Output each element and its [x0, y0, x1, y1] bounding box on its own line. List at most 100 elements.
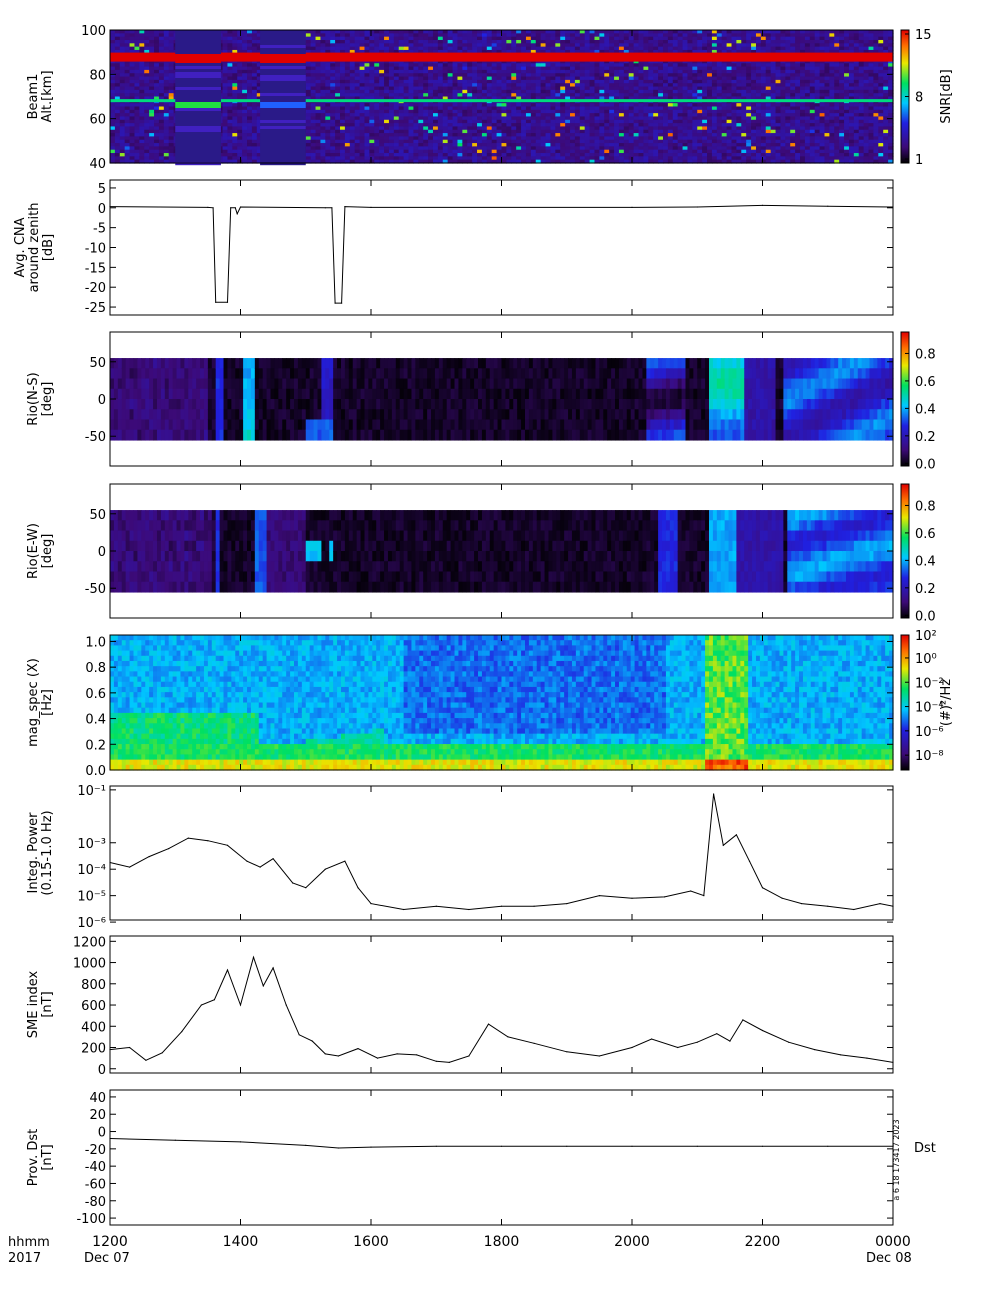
- heat-cell: [687, 129, 693, 134]
- heat-cell: [540, 126, 547, 131]
- heat-cell: [501, 83, 507, 88]
- heat-cell: [579, 86, 586, 91]
- heat-cell: [227, 93, 233, 98]
- heat-cell: [604, 146, 610, 151]
- heat-cell: [658, 146, 664, 151]
- heat-cell: [540, 46, 547, 51]
- heat-cell: [707, 43, 713, 48]
- heat-cell: [330, 46, 336, 51]
- heat-cell: [618, 133, 625, 137]
- heat-cell: [310, 116, 317, 121]
- heat-cell: [491, 86, 498, 91]
- heat-cell: [672, 46, 679, 51]
- heat-cell: [643, 159, 649, 164]
- heat-cell: [340, 39, 346, 44]
- heat-cell: [530, 83, 537, 88]
- heat-cell: [570, 89, 576, 94]
- heat-cell: [119, 143, 126, 147]
- heat-cell: [472, 149, 478, 154]
- heat-cell: [364, 126, 370, 131]
- heat-cell: [388, 46, 395, 51]
- heat-cell: [584, 156, 591, 161]
- heat-cell: [525, 46, 532, 51]
- heat-cell: [633, 113, 640, 118]
- heat-cell: [550, 149, 556, 154]
- heat-cell: [555, 129, 561, 134]
- heat-cell: [256, 149, 263, 154]
- heat-cell: [158, 46, 165, 51]
- heat-cell: [579, 83, 586, 88]
- heat-cell: [491, 69, 498, 74]
- heat-cell: [428, 139, 434, 144]
- heat-cell: [658, 113, 664, 118]
- heat-cell: [320, 109, 326, 114]
- heat-cell: [643, 30, 649, 34]
- heat-cell: [516, 113, 522, 118]
- heat-cell: [379, 63, 385, 68]
- heat-cell: [354, 113, 361, 118]
- heat-cell: [379, 136, 385, 141]
- heat-cell: [222, 143, 229, 147]
- heat-cell: [379, 73, 385, 78]
- heat-cell: [369, 146, 375, 151]
- heat-cell: [364, 89, 370, 94]
- heat-cell: [428, 133, 434, 137]
- heat-cell: [501, 89, 507, 94]
- heat-cell: [491, 76, 498, 81]
- heat-cell: [144, 123, 150, 128]
- heat-cell: [540, 89, 547, 94]
- heat-cell: [168, 49, 175, 54]
- heat-cell: [618, 129, 625, 134]
- heat-cell: [574, 93, 581, 98]
- heat-cell: [168, 30, 175, 34]
- heat-cell: [506, 146, 512, 151]
- heat-cell: [369, 83, 375, 88]
- heat-cell: [540, 113, 547, 118]
- heat-cell: [525, 63, 532, 68]
- heat-cell: [232, 106, 238, 111]
- heat-cell: [584, 103, 591, 108]
- heat-cell: [379, 143, 385, 147]
- heat-cell: [633, 76, 640, 81]
- heat-cell: [711, 126, 718, 131]
- heat-cell: [516, 109, 522, 114]
- heat-cell: [251, 43, 258, 48]
- heat-cell: [477, 119, 483, 124]
- heat-cell: [501, 136, 507, 141]
- heat-cell: [344, 49, 351, 54]
- heat-cell: [516, 126, 522, 131]
- heat-cell: [447, 43, 454, 48]
- heat-cell: [491, 43, 498, 48]
- heat-cell: [662, 146, 669, 151]
- heat-cell: [114, 153, 121, 157]
- heat-cell: [682, 159, 689, 164]
- heat-cell: [462, 119, 468, 124]
- heat-cell: [320, 103, 326, 108]
- heat-cell: [496, 66, 503, 71]
- heat-cell: [359, 43, 366, 48]
- heat-cell: [614, 126, 620, 131]
- heat-cell: [227, 83, 233, 88]
- heat-cell: [579, 96, 586, 101]
- heat-cell: [623, 79, 630, 84]
- heat-cell: [325, 96, 331, 101]
- heat-cell: [369, 39, 375, 44]
- heat-cell: [442, 79, 449, 84]
- heat-cell: [227, 66, 233, 71]
- heat-cell: [168, 39, 175, 44]
- heat-cell: [711, 86, 718, 91]
- heat-cell: [110, 69, 116, 74]
- heat-cell: [496, 33, 503, 38]
- heat-cell: [486, 153, 493, 157]
- heat-cell: [697, 153, 703, 157]
- heat-cell: [418, 89, 424, 94]
- heat-cell: [633, 159, 640, 164]
- heat-cell: [437, 126, 444, 131]
- heat-cell: [565, 116, 571, 121]
- heat-cell: [525, 156, 532, 161]
- heat-cell: [667, 33, 674, 38]
- heat-cell: [349, 43, 356, 48]
- heat-cell: [251, 146, 258, 151]
- heat-cell: [388, 66, 395, 71]
- heat-cell: [452, 63, 459, 68]
